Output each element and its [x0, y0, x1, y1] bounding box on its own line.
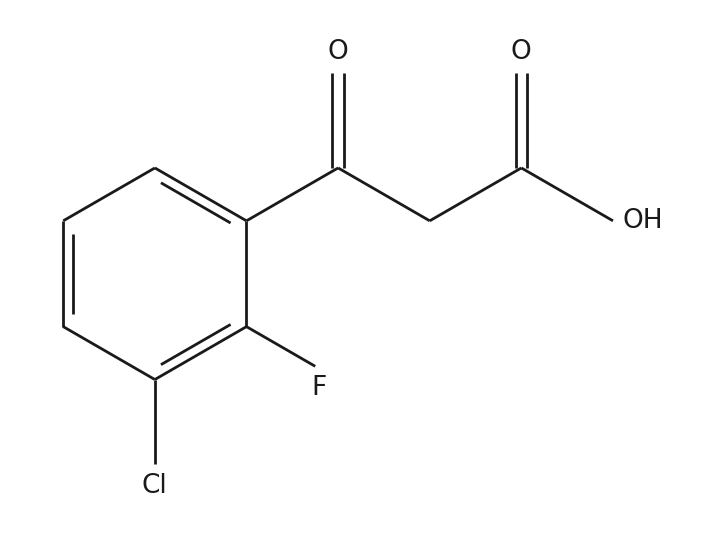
- Text: OH: OH: [622, 208, 663, 234]
- Text: O: O: [328, 39, 348, 65]
- Text: O: O: [511, 39, 532, 65]
- Text: F: F: [311, 375, 326, 401]
- Text: Cl: Cl: [142, 473, 168, 499]
